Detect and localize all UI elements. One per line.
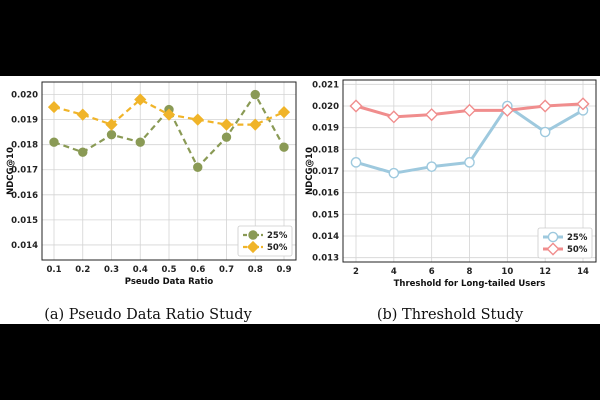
chart2-legend-label: 50%	[567, 245, 588, 255]
chart2-ytick-label: 0.021	[312, 80, 339, 90]
chart1-xtick-label: 0.1	[46, 265, 61, 275]
chart2-legend-marker	[546, 242, 560, 256]
chart1-series-2-point	[76, 108, 89, 121]
chart2-xtick-label: 6	[429, 267, 435, 277]
chart2-ytick-label: 0.015	[312, 210, 339, 220]
chart1-series-1-point	[106, 129, 117, 140]
chart2-series-1-point	[539, 126, 551, 138]
chart1-caption: (a) Pseudo Data Ratio Study	[44, 307, 252, 323]
chart1-series-1-point	[279, 142, 289, 152]
chart2-series-2-point	[462, 103, 477, 117]
chart2-ytick-label: 0.018	[312, 145, 339, 155]
chart2-series-1-point	[388, 167, 400, 179]
chart1-xtick-label: 0.3	[104, 265, 119, 275]
chart2-legend-marker	[547, 231, 559, 243]
chart2-frame	[342, 79, 597, 263]
chart2-xlabel: Threshold for Long-tailed Users	[394, 279, 546, 289]
chart1-legend-label: 50%	[267, 243, 288, 253]
chart2-series-2-point	[387, 110, 401, 124]
chart1-series-2-point	[249, 118, 262, 131]
chart2-xtick-label: 8	[467, 267, 473, 277]
chart2-series-2-point	[425, 108, 439, 122]
chart1-series-1-point	[193, 162, 203, 172]
chart1-xtick-label: 0.7	[219, 265, 234, 275]
chart2-series-1-point	[464, 157, 475, 168]
chart2-series-2-point	[500, 103, 514, 117]
chart2-ytick-label: 0.013	[312, 254, 339, 264]
chart2-ytick-label: 0.014	[312, 232, 339, 242]
chart1-ytick-label: 0.014	[11, 241, 38, 251]
chart2-series-2-point	[538, 99, 552, 113]
chart1-legend-label: 25%	[267, 231, 288, 241]
chart1-series-1-point	[221, 132, 232, 142]
chart1-series-2-point	[47, 100, 61, 114]
chart1-ytick-label: 0.020	[11, 91, 38, 101]
chart1-xtick-label: 0.2	[75, 265, 90, 275]
chart2-series-2-point	[576, 97, 590, 111]
chart2-ytick-label: 0.017	[312, 167, 339, 177]
chart1-series-2-point	[134, 93, 147, 106]
chart1-ytick-label: 0.018	[11, 141, 38, 151]
chart1-series-1-point	[49, 137, 59, 147]
chart1-xtick-label: 0.6	[190, 265, 205, 275]
chart1-series-2-point	[277, 105, 291, 119]
chart2-ylabel: NDCG@10	[305, 147, 315, 195]
chart2-ytick-label: 0.019	[312, 124, 339, 134]
chart1-xtick-label: 0.9	[276, 265, 291, 275]
chart1-ytick-label: 0.015	[11, 216, 38, 226]
chart2-series-1-point	[350, 157, 362, 168]
chart1-ylabel: NDCG@10	[6, 147, 16, 195]
chart1-xtick-label: 0.8	[248, 265, 263, 275]
chart2-xtick-label: 14	[577, 267, 589, 277]
chart1-frame	[41, 81, 297, 261]
chart1-series-2-point	[191, 113, 204, 126]
chart1-ytick-label: 0.016	[11, 191, 38, 201]
chart2-xtick-label: 10	[501, 267, 513, 277]
chart2-ytick-label: 0.016	[312, 189, 339, 199]
chart1-ytick-label: 0.017	[11, 166, 38, 176]
figure-svg: 0.014 0.015 0.016 0.017 0.018 0.019 0.020 0.1 0.…	[6, 79, 597, 323]
chart2-series-2-point	[349, 99, 363, 113]
chart1-series-1-point	[78, 147, 88, 157]
chart2-caption: (b) Threshold Study	[377, 307, 524, 323]
chart2-legend-label: 25%	[567, 233, 588, 243]
chart2-ytick-label: 0.020	[312, 102, 339, 112]
chart1-legend-marker	[248, 230, 258, 240]
chart2-xtick-label: 12	[539, 267, 551, 277]
chart1-xtick-label: 0.4	[133, 265, 148, 275]
chart1-series-1-point	[135, 137, 145, 147]
chart1-series-2-point	[105, 118, 118, 131]
chart1-legend-marker	[246, 240, 260, 254]
chart1-series-2-point	[220, 118, 233, 131]
chart1-xtick-label: 0.5	[161, 265, 176, 275]
chart2-xtick-label: 4	[391, 267, 397, 277]
figure-panel: 0.014 0.015 0.016 0.017 0.018 0.019 0.020 0.1 0.…	[0, 76, 600, 324]
chart1-series-1-line	[53, 93, 285, 169]
chart2-xtick-label: 2	[353, 267, 359, 277]
chart2-series-1-point	[426, 161, 437, 172]
chart1-series-1-point	[250, 89, 260, 100]
chart1-series-2-point	[162, 108, 176, 121]
chart1-xlabel: Pseudo Data Ratio	[125, 277, 214, 287]
chart1-ytick-label: 0.019	[11, 116, 38, 126]
